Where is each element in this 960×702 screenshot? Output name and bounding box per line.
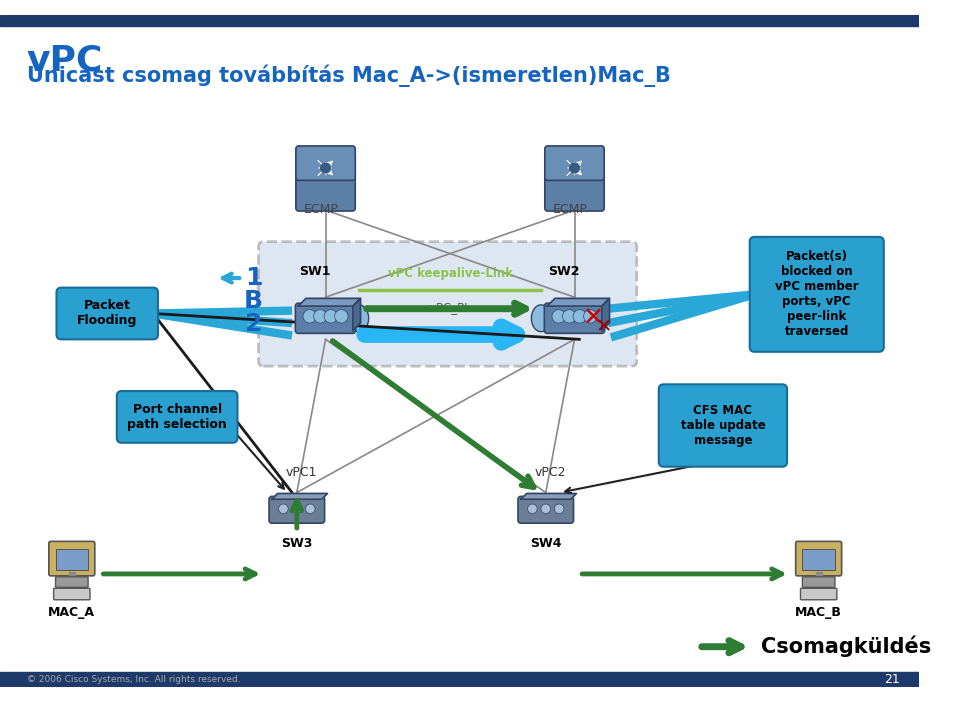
Text: SW1: SW1 — [299, 265, 330, 278]
Text: ✕: ✕ — [583, 305, 604, 329]
Polygon shape — [547, 298, 610, 306]
Circle shape — [584, 310, 597, 323]
Text: Port channel
path selection: Port channel path selection — [128, 403, 227, 431]
Bar — [69, 572, 75, 580]
Circle shape — [292, 504, 301, 514]
Text: ✕: ✕ — [595, 317, 612, 336]
FancyBboxPatch shape — [258, 241, 636, 366]
Circle shape — [573, 310, 587, 323]
FancyBboxPatch shape — [544, 303, 605, 333]
Text: Packet(s)
blocked on
vPC member
ports, vPC
peer-link
traversed: Packet(s) blocked on vPC member ports, v… — [775, 251, 858, 338]
Text: Csomagküldés: Csomagküldés — [761, 636, 931, 658]
FancyBboxPatch shape — [117, 391, 237, 443]
Text: vPC: vPC — [27, 44, 103, 77]
Text: vPC2: vPC2 — [535, 466, 566, 479]
Bar — [0, 672, 920, 687]
Text: ECMP: ECMP — [552, 203, 588, 216]
Text: vPC1: vPC1 — [286, 466, 318, 479]
FancyBboxPatch shape — [296, 303, 356, 333]
FancyBboxPatch shape — [296, 146, 355, 180]
FancyBboxPatch shape — [545, 152, 604, 211]
FancyBboxPatch shape — [545, 146, 604, 180]
Text: Packet
Flooding: Packet Flooding — [77, 300, 137, 328]
Text: MAC_A: MAC_A — [48, 606, 95, 618]
Bar — [816, 572, 822, 580]
Text: CFS MAC
table update
message: CFS MAC table update message — [681, 404, 765, 447]
Circle shape — [335, 310, 348, 323]
Polygon shape — [521, 494, 576, 499]
Text: SW4: SW4 — [530, 536, 562, 550]
Text: Unicast csomag továbbítás Mac_A->(ismeretlen)Mac_B: Unicast csomag továbbítás Mac_A->(ismere… — [27, 65, 671, 87]
Circle shape — [528, 504, 538, 514]
Text: ECMP: ECMP — [303, 203, 338, 216]
Text: 1: 1 — [245, 266, 262, 290]
FancyBboxPatch shape — [56, 577, 88, 588]
Text: 2: 2 — [245, 312, 262, 336]
FancyBboxPatch shape — [801, 588, 837, 600]
Circle shape — [563, 310, 576, 323]
Bar — [56, 549, 88, 570]
FancyBboxPatch shape — [57, 288, 158, 339]
FancyBboxPatch shape — [54, 588, 90, 600]
Ellipse shape — [349, 305, 369, 331]
FancyBboxPatch shape — [296, 152, 355, 211]
Ellipse shape — [532, 305, 551, 331]
Circle shape — [541, 504, 551, 514]
Circle shape — [303, 310, 317, 323]
Text: SW3: SW3 — [281, 536, 313, 550]
Circle shape — [321, 163, 330, 173]
Text: © 2006 Cisco Systems, Inc. All rights reserved.: © 2006 Cisco Systems, Inc. All rights re… — [27, 675, 240, 684]
Circle shape — [324, 310, 338, 323]
Circle shape — [278, 504, 288, 514]
FancyBboxPatch shape — [269, 496, 324, 523]
Polygon shape — [353, 298, 361, 331]
Bar — [803, 549, 835, 570]
Polygon shape — [272, 494, 327, 499]
Polygon shape — [299, 298, 361, 306]
Text: B: B — [244, 289, 263, 313]
Circle shape — [554, 504, 564, 514]
Circle shape — [569, 163, 579, 173]
Polygon shape — [602, 298, 610, 331]
Text: 21: 21 — [884, 673, 900, 686]
Text: MAC_B: MAC_B — [795, 606, 842, 618]
FancyBboxPatch shape — [659, 384, 787, 467]
Bar — [0, 15, 920, 26]
FancyBboxPatch shape — [518, 496, 573, 523]
FancyBboxPatch shape — [803, 577, 835, 588]
Text: vPC keepalive-Link: vPC keepalive-Link — [388, 267, 513, 280]
Text: SW2: SW2 — [548, 265, 579, 278]
FancyBboxPatch shape — [796, 541, 842, 576]
Circle shape — [314, 310, 327, 323]
Circle shape — [552, 310, 565, 323]
Circle shape — [305, 504, 315, 514]
FancyBboxPatch shape — [750, 237, 884, 352]
FancyBboxPatch shape — [49, 541, 95, 576]
Text: vPC_PL: vPC_PL — [429, 301, 470, 314]
